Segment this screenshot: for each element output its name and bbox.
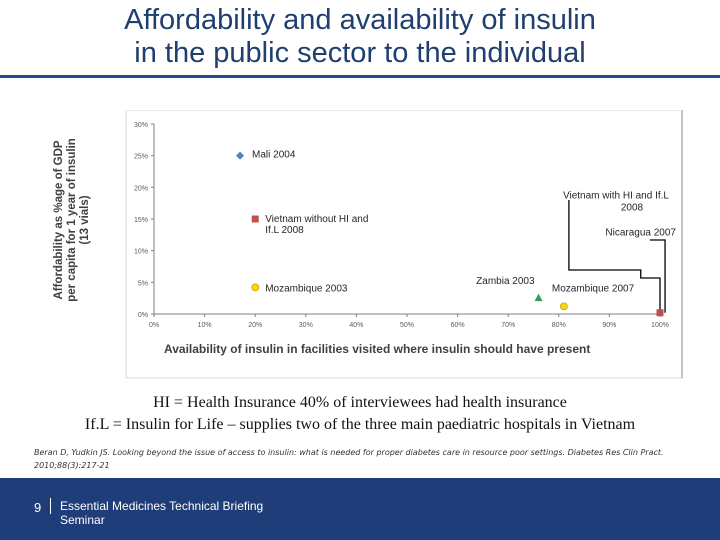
title-line-2: in the public sector to the individual xyxy=(134,37,586,69)
x-tick-label: 10% xyxy=(198,322,212,329)
footer-title-line-2: Seminar xyxy=(60,513,105,527)
point-mozambique-2003 xyxy=(251,283,260,292)
x-tick-label: 70% xyxy=(501,322,515,329)
scatter-chart: 0% 5% 10% 15% 20% 25% 30% 0% 10% 20% 30% 40% 50% 60% 7… xyxy=(48,110,684,382)
x-tick-label: 40% xyxy=(349,322,363,329)
title-divider xyxy=(0,75,720,78)
note-health-insurance: HI = Health Insurance 40% of interviewee… xyxy=(153,394,567,411)
y-tick-label: 20% xyxy=(134,185,148,192)
page-number: 9 xyxy=(34,500,42,515)
data-label: Nicaragua 2007 xyxy=(605,228,676,239)
chart-canvas: 0% 5% 10% 15% 20% 25% 30% 0% 10% 20% 30% 40% 50% 60% 7… xyxy=(53,110,683,379)
data-label: Mozambique 2003 xyxy=(265,283,348,294)
data-label: Mozambique 2007 xyxy=(552,283,635,294)
point-zambia-2003 xyxy=(534,293,543,302)
x-tick-label: 30% xyxy=(299,322,313,329)
data-label: Vietnam without HI and xyxy=(265,214,368,225)
y-tick-label: 25% xyxy=(134,154,148,161)
y-tick-label: 15% xyxy=(134,217,148,224)
point-mozambique-2007 xyxy=(559,302,568,311)
x-tick-label: 80% xyxy=(552,322,566,329)
x-axis-label: Availability of insulin in facilities vi… xyxy=(164,342,590,356)
callout-line-nicaragua xyxy=(649,239,666,313)
citation-line-2: 2010;88(3):217-21 xyxy=(34,461,110,470)
footer-divider xyxy=(50,498,51,514)
x-tick-label: 0% xyxy=(149,322,159,329)
data-label: Mali 2004 xyxy=(252,150,296,161)
callout-line-vietnam-with-hi xyxy=(568,200,661,313)
y-tick-label: 0% xyxy=(138,312,148,319)
slide-notes: HI = Health Insurance 40% of interviewee… xyxy=(0,392,720,436)
data-label: Zambia 2003 xyxy=(476,276,535,287)
point-mali-2004 xyxy=(236,151,245,160)
citation: Beran D, Yudkin JS. Looking beyond the i… xyxy=(34,446,674,472)
y-tick-label: 30% xyxy=(134,122,148,129)
data-label: Vietnam with HI and If.L xyxy=(563,191,669,202)
x-tick-label: 20% xyxy=(248,322,262,329)
y-axis-label: per capita for 1 year of insulin xyxy=(66,138,78,302)
point-nicaragua-2007 xyxy=(656,309,664,317)
slide-title: Affordability and availability of insuli… xyxy=(0,4,720,70)
title-line-1: Affordability and availability of insuli… xyxy=(124,4,596,36)
point-vietnam-without-hi-and-ifl-2008 xyxy=(251,215,259,223)
citation-line-1: Beran D, Yudkin JS. Looking beyond the i… xyxy=(34,448,664,457)
footer-title: Essential Medicines Technical Briefing S… xyxy=(60,499,320,527)
y-axis-label: Affordability as %age of GDP xyxy=(53,140,65,299)
x-tick-label: 50% xyxy=(400,322,414,329)
footer-bar: 9 Essential Medicines Technical Briefing… xyxy=(0,478,720,540)
x-tick-label: 60% xyxy=(451,322,465,329)
x-tick-label: 90% xyxy=(602,322,616,329)
footer-title-line-1: Essential Medicines Technical Briefing xyxy=(60,499,264,513)
y-axis-label: (13 vials) xyxy=(79,195,91,244)
note-insulin-for-life: If.L = Insulin for Life – supplies two o… xyxy=(84,416,636,433)
y-tick-label: 5% xyxy=(138,280,148,287)
chart-frame xyxy=(125,110,683,379)
data-label: If.L 2008 xyxy=(265,225,304,236)
y-tick-label: 10% xyxy=(134,249,148,256)
x-tick-label: 100% xyxy=(651,322,669,329)
data-label: 2008 xyxy=(621,203,644,214)
